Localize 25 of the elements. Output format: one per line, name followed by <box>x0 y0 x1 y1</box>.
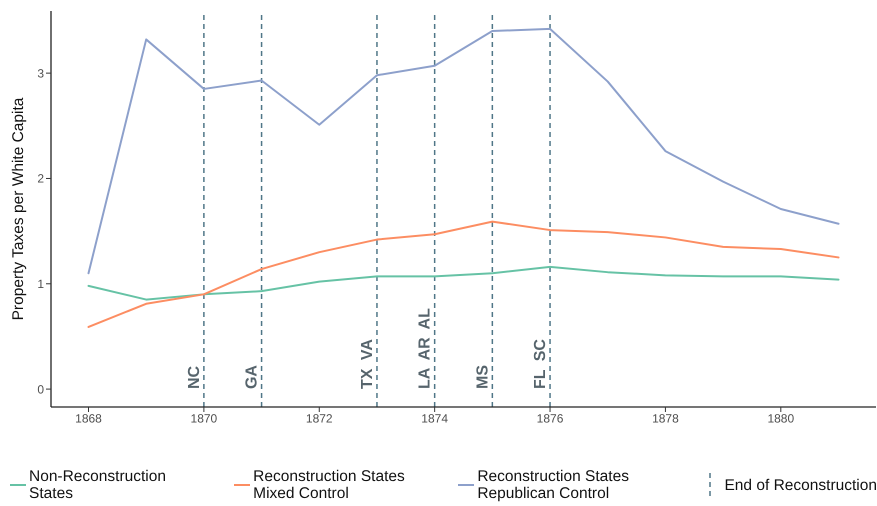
y-tick-label: 2 <box>37 172 44 186</box>
line-series <box>88 220 840 328</box>
x-tick-label: 1878 <box>652 412 680 426</box>
ref-line-label: NC <box>186 365 203 389</box>
legend-label: Non-Reconstruction States <box>29 468 167 502</box>
line-series <box>88 28 840 274</box>
x-tick-label: 1874 <box>421 412 448 426</box>
line-series <box>88 266 840 301</box>
x-tick-label: 1868 <box>75 412 102 426</box>
y-axis-title: Property Taxes per White Capita <box>10 97 27 320</box>
x-tick-label: 1876 <box>536 412 564 426</box>
ref-line-label: TX VA <box>358 338 376 389</box>
y-tick-label: 3 <box>37 66 44 80</box>
text: End of Reconstruction <box>724 476 877 494</box>
ref-line-label: GA <box>244 364 261 389</box>
legend-label: Reconstruction States Mixed Control <box>253 468 406 502</box>
x-tick-label: 1872 <box>306 412 333 426</box>
x-tick-label: 1880 <box>767 412 794 426</box>
y-tick-label: 1 <box>37 277 44 292</box>
ref-line-label: MS <box>474 364 492 389</box>
x-tick-label: 1870 <box>190 412 218 426</box>
ref-line-label: FL SC <box>532 338 550 389</box>
legend-label: Reconstruction States Republican Control <box>477 468 630 502</box>
y-tick-label: 0 <box>37 382 44 396</box>
ref-line-label: LA AR AL <box>416 308 434 389</box>
